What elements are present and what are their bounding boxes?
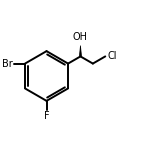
Text: Br: Br xyxy=(2,59,13,69)
Polygon shape xyxy=(79,46,81,56)
Text: OH: OH xyxy=(73,32,88,42)
Text: Cl: Cl xyxy=(107,51,117,61)
Text: F: F xyxy=(44,111,49,121)
